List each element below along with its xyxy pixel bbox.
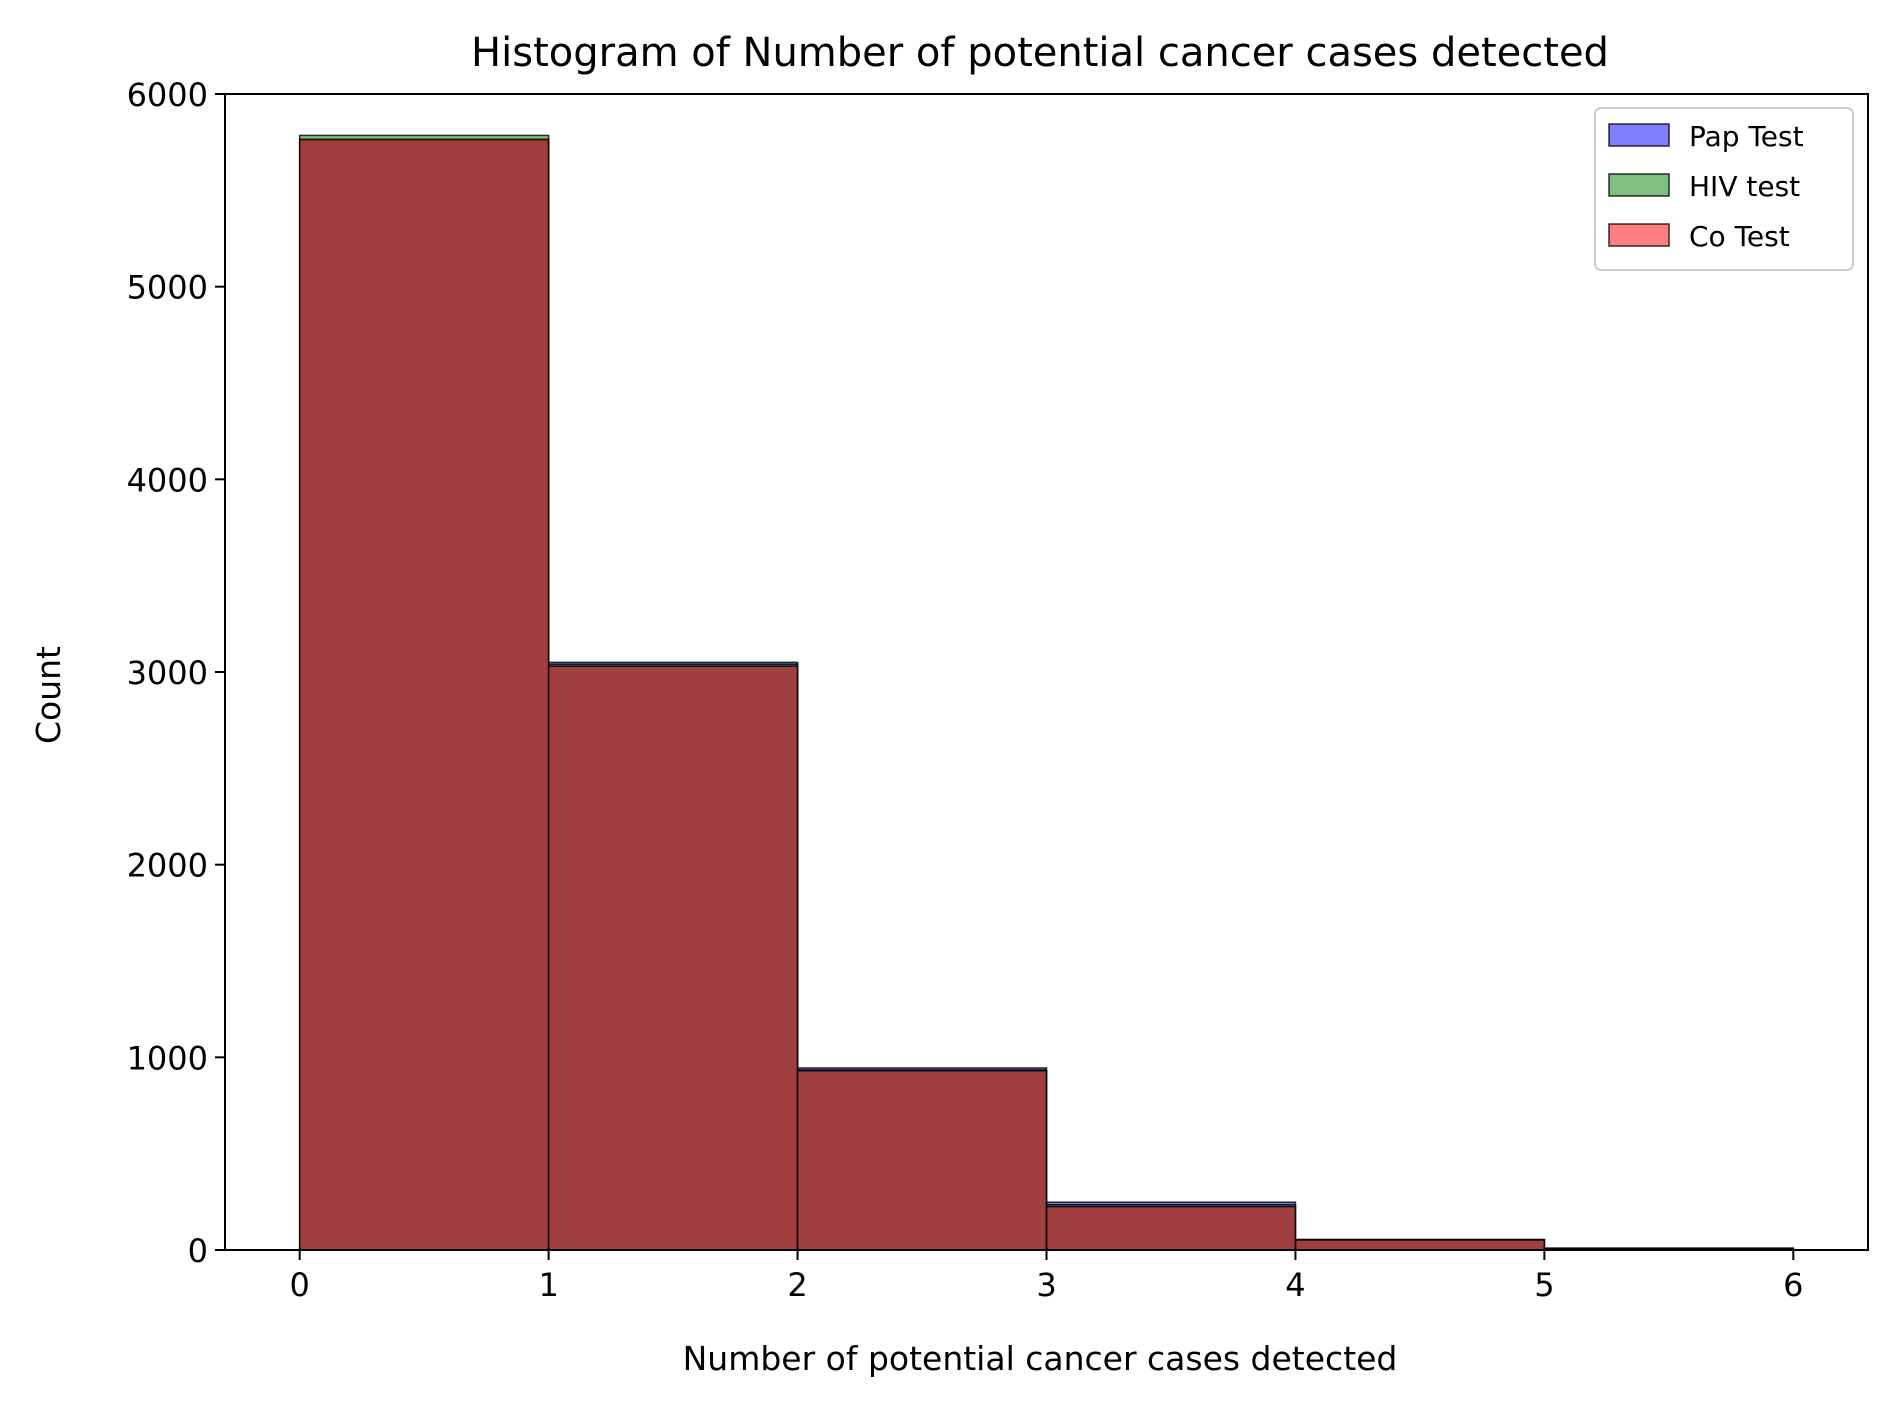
bar-co-test-bin-3 [1045, 1205, 1297, 1251]
y-tick-label: 1000 [127, 1039, 208, 1077]
y-tick-label: 2000 [127, 847, 208, 885]
x-tick-label: 3 [1036, 1266, 1056, 1304]
histogram-bars [298, 134, 1795, 1251]
y-axis-label: Count [29, 646, 68, 744]
y-tick-label: 5000 [127, 269, 208, 307]
legend-swatch [1608, 173, 1670, 197]
bar-co-test-bin-1 [547, 665, 799, 1251]
x-tick-label: 2 [787, 1266, 807, 1304]
x-axis-ticks: 0 1 2 3 4 5 6 [290, 1250, 1803, 1304]
legend-swatch [1608, 223, 1670, 247]
x-tick-label: 0 [290, 1266, 310, 1304]
x-tick-label: 6 [1783, 1266, 1803, 1304]
x-tick-label: 5 [1534, 1266, 1554, 1304]
legend-label: HIV test [1689, 170, 1800, 203]
y-tick-label: 0 [188, 1232, 208, 1270]
x-tick-label: 4 [1285, 1266, 1305, 1304]
y-tick-label: 6000 [127, 76, 208, 114]
x-axis-label: Number of potential cancer cases detecte… [683, 1339, 1398, 1378]
legend-label: Co Test [1689, 220, 1790, 253]
x-tick-label: 1 [538, 1266, 558, 1304]
y-tick-label: 3000 [127, 654, 208, 692]
y-axis-ticks: 0 1000 2000 3000 4000 5000 6000 [127, 76, 225, 1270]
bar-co-test-bin-2 [796, 1070, 1048, 1251]
chart-title: Histogram of Number of potential cancer … [471, 30, 1609, 76]
bar-co-test-bin-0 [298, 138, 550, 1251]
bar-co-test-bin-4 [1294, 1239, 1546, 1251]
legend: Pap Test HIV test Co Test [1594, 107, 1854, 271]
y-tick-label: 4000 [127, 461, 208, 499]
legend-swatch [1608, 123, 1670, 147]
legend-label: Pap Test [1689, 120, 1804, 153]
